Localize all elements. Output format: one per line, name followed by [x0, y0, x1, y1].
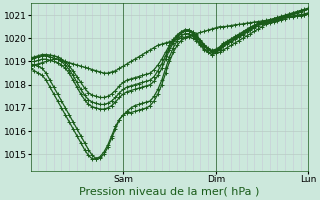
X-axis label: Pression niveau de la mer( hPa ): Pression niveau de la mer( hPa ): [79, 187, 260, 197]
